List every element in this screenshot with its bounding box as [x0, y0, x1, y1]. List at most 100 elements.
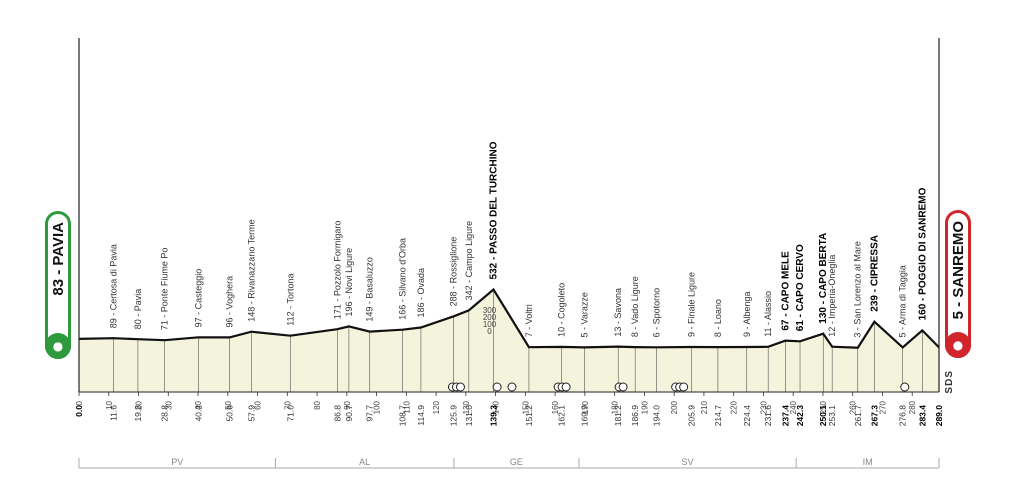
tick-label: 160: [551, 400, 560, 414]
waypoint-lines: [113, 289, 923, 392]
marker-icon: [561, 382, 571, 392]
tick-label: 100: [373, 400, 382, 414]
distance-label: 151.2: [524, 405, 534, 427]
distance-label: 108.7: [397, 405, 407, 427]
waypoint-label: 149 - Basaluzzo: [365, 257, 375, 322]
waypoint-label: 130 - CAPO BERTA: [818, 233, 829, 324]
distance-label: 224.4: [742, 405, 752, 427]
distance-label: 11.6: [109, 405, 119, 421]
marker-icon: [618, 382, 628, 392]
distance-label: 253.1: [827, 405, 837, 427]
tick-label: 130: [462, 400, 471, 414]
waypoint-label: 13 - Savona: [613, 288, 623, 337]
altitude-scale-label: 200: [483, 313, 497, 322]
tick-label: 70: [283, 400, 292, 409]
distance-label: 237.4: [780, 405, 790, 427]
waypoint-label: 171 - Pozzolo Formigaro: [332, 221, 342, 320]
tick-label: 110: [402, 400, 411, 413]
province-label: PV: [171, 457, 183, 467]
distance-label: 114.9: [416, 405, 426, 426]
province-label: GE: [510, 457, 523, 467]
distance-labels: 0.0 11.6 19.8 28.8 40.2 50.6 57.9 71.0 86.8 90.7 9…: [74, 405, 944, 427]
tick-label: 90: [343, 400, 352, 409]
waypoint-label: 166 - Silvano d'Orba: [397, 238, 407, 320]
waypoint-label: 5 - Varazze: [580, 292, 590, 337]
distance-label: 169.9: [580, 405, 590, 427]
tick-label: 190: [640, 400, 649, 414]
distance-label: 162.1: [556, 405, 566, 427]
waypoint-label: 11 - Alassio: [763, 291, 773, 337]
waypoint-label: 342 - Campo Ligure: [464, 221, 474, 301]
tick-label: 80: [313, 400, 322, 409]
marker-icon: [900, 382, 910, 392]
distance-label: 50.6: [225, 405, 235, 422]
waypoint-label: 8 - Loano: [713, 299, 723, 337]
tick-label: 30: [164, 400, 173, 409]
cyclist-icon: ●: [45, 333, 71, 359]
distance-label: 283.4: [917, 405, 927, 427]
distance-label: 71.0: [285, 405, 295, 422]
sprint-markers: [447, 382, 910, 392]
tick-label: 210: [700, 400, 709, 414]
start-label: 83 - PAVIA: [49, 222, 67, 296]
distance-label: 289.0: [934, 405, 944, 427]
distance-label: 131.0: [464, 405, 474, 427]
distance-label: 90.7: [344, 405, 354, 422]
province-bar: PV AL GE SV IM: [78, 457, 940, 469]
distance-label: 125.9: [449, 405, 459, 427]
distance-label: 250.1: [818, 405, 828, 427]
brand-logo: SDS: [944, 370, 955, 394]
altitude-scale-label: 0: [487, 327, 492, 336]
finish-label: 5 - SANREMO: [949, 221, 967, 320]
waypoint-label: 7 - Voltri: [524, 304, 534, 337]
waypoint-label: 196 - Novi Ligure: [344, 248, 354, 317]
cyclist-icon: ●: [945, 332, 971, 358]
elevation-line: [78, 287, 940, 349]
waypoint-label: 8 - Vado Ligure: [630, 276, 640, 337]
tick-label: 170: [581, 400, 590, 414]
waypoint-label: 80 - Pavia: [133, 289, 143, 330]
distance-label: 86.8: [332, 405, 342, 422]
distance-label: 267.3: [869, 405, 879, 427]
tick-label: 140: [492, 400, 501, 414]
altitude-scale-label: 100: [483, 320, 497, 329]
distance-label: 181.2: [613, 405, 623, 427]
tick-label: 150: [521, 400, 530, 414]
tick-label: 20: [135, 400, 144, 409]
marker-icon: [507, 382, 517, 392]
waypoint-label: 89 - Certosa di Pavia: [109, 244, 119, 328]
tick-label: 120: [432, 400, 441, 414]
tick-label: 0: [75, 400, 84, 405]
province-label: SV: [682, 457, 694, 467]
distance-label: 231.6: [763, 405, 773, 427]
waypoint-label: 61 - CAPO CERVO: [795, 244, 806, 331]
waypoint-label: 67 - CAPO MELE: [780, 251, 791, 331]
tick-label: 200: [670, 400, 679, 414]
marker-icon: [679, 382, 689, 392]
waypoint-label: 96 - Voghera: [225, 276, 235, 328]
distance-label: 276.8: [898, 405, 908, 427]
tick-label: 230: [759, 400, 768, 414]
waypoint-label: 9 - Albenga: [742, 291, 752, 337]
waypoint-label: 239 - CIPRESSA: [869, 235, 880, 312]
tick-label: 60: [254, 400, 263, 409]
waypoint-label: 71 - Ponte Fiume Po: [160, 248, 170, 331]
waypoint-label: 5 - Arma di Taggia: [898, 265, 908, 337]
province-label: IM: [863, 457, 873, 467]
tick-label: 220: [730, 400, 739, 414]
tick-label: 250: [819, 400, 828, 414]
distance-label: 19.8: [133, 405, 143, 422]
x-axis-ticks: 0 10 20 30 40 50 60 70 80 90 100 110 120 130 140 150 160…: [75, 392, 917, 414]
waypoint-label: 288 - Rossiglione: [449, 237, 459, 307]
province-label: AL: [359, 457, 370, 467]
tick-label: 240: [789, 400, 798, 414]
waypoint-label: 186 - Ovada: [416, 268, 426, 318]
waypoint-label: 532 - PASSO DEL TURCHINO: [489, 141, 500, 279]
waypoint-label: 12 - Imperia-Oneglia: [827, 255, 837, 337]
distance-label: 186.9: [630, 405, 640, 427]
distance-label: 242.3: [795, 405, 805, 427]
distance-label: 40.2: [194, 405, 204, 422]
waypoint-label: 97 - Casteggio: [194, 269, 204, 328]
